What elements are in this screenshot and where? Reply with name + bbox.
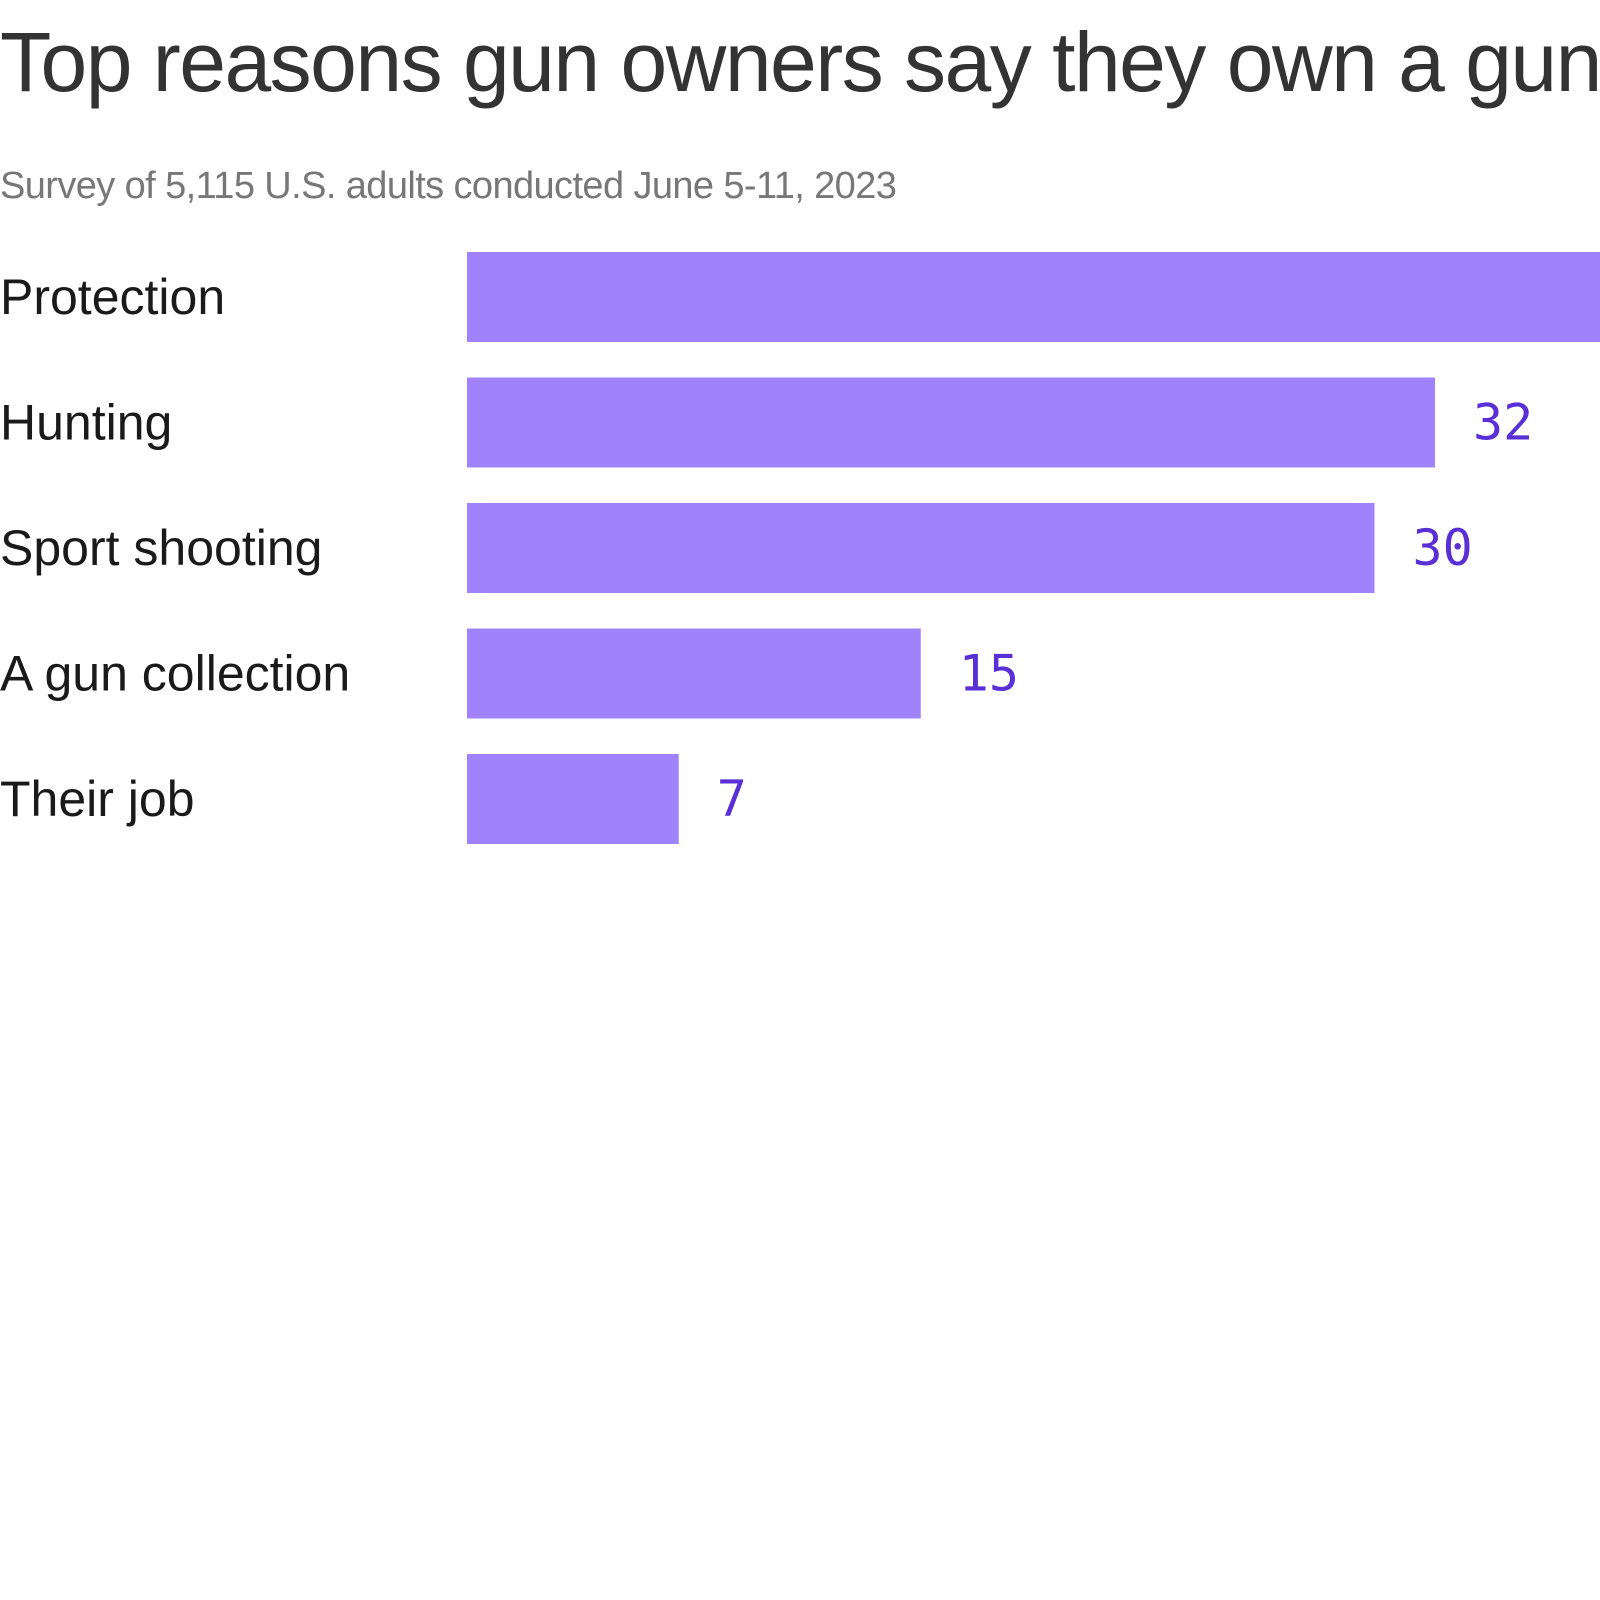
value-label: 32	[1473, 394, 1533, 452]
chart-title: Top reasons gun owners say they own a gu…	[0, 15, 1600, 109]
bar	[467, 503, 1375, 593]
value-label: 30	[1413, 519, 1473, 577]
bar	[467, 754, 679, 844]
category-label: Sport shooting	[0, 520, 322, 576]
value-label: 7	[717, 770, 747, 828]
bar	[467, 377, 1435, 468]
category-label: Their job	[0, 771, 195, 827]
chart-subtitle: Survey of 5,115 U.S. adults conducted Ju…	[0, 165, 897, 207]
category-label: Hunting	[0, 395, 172, 451]
category-label: Protection	[0, 269, 225, 325]
bar	[467, 628, 921, 719]
bar	[467, 252, 1600, 342]
category-label: A gun collection	[0, 646, 350, 702]
value-label: 15	[959, 645, 1019, 703]
